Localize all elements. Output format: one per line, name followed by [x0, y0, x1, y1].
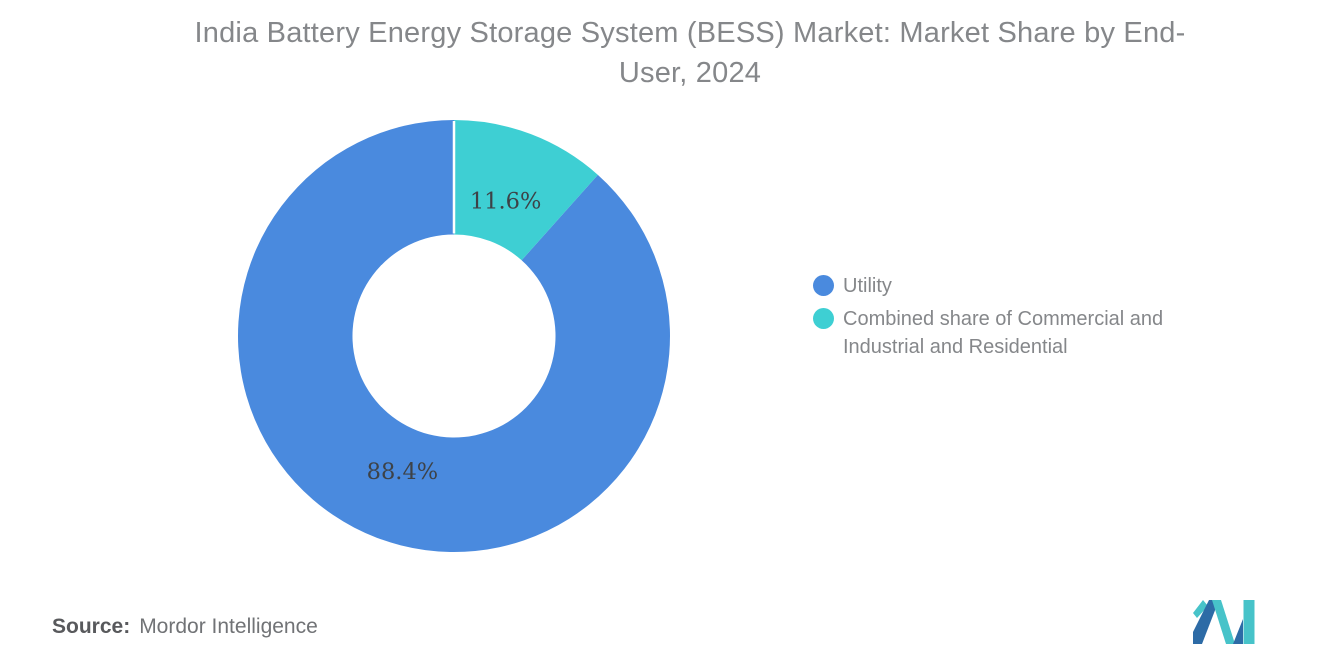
legend: Utility Combined share of Commercial and…	[813, 272, 1215, 361]
legend-item-label: Combined share of Commercial and Industr…	[843, 308, 1164, 358]
pie-slice-1[interactable]	[454, 120, 598, 261]
legend-item-utility[interactable]: Utility	[813, 272, 1215, 300]
logo-shape	[1233, 619, 1243, 644]
source-text: Mordor Intelligence	[139, 615, 318, 638]
chart-title-text: India Battery Energy Storage System (BES…	[194, 17, 1186, 89]
chart-title: India Battery Energy Storage System (BES…	[60, 13, 1320, 93]
mordor-intelligence-logo	[1193, 600, 1255, 644]
source-line: Source: Mordor Intelligence	[52, 613, 318, 641]
logo-shape	[1193, 600, 1208, 618]
source-label: Source:	[52, 615, 131, 638]
logo-shape	[1243, 600, 1255, 644]
logo-shape	[1193, 600, 1219, 644]
legend-item-label: Utility	[843, 275, 892, 297]
legend-marker-commercial-industrial-residential	[813, 308, 834, 329]
logo-shape	[1212, 600, 1235, 644]
slice-label-0: 88.4%	[367, 459, 438, 485]
pie-slice-0[interactable]	[237, 120, 670, 552]
legend-marker-utility	[813, 275, 834, 296]
donut-chart: 88.4% 11.6%	[237, 120, 670, 552]
legend-item-commercial-industrial-residential[interactable]: Combined share of Commercial and Industr…	[813, 305, 1215, 361]
slice-label-1: 11.6%	[470, 189, 541, 215]
